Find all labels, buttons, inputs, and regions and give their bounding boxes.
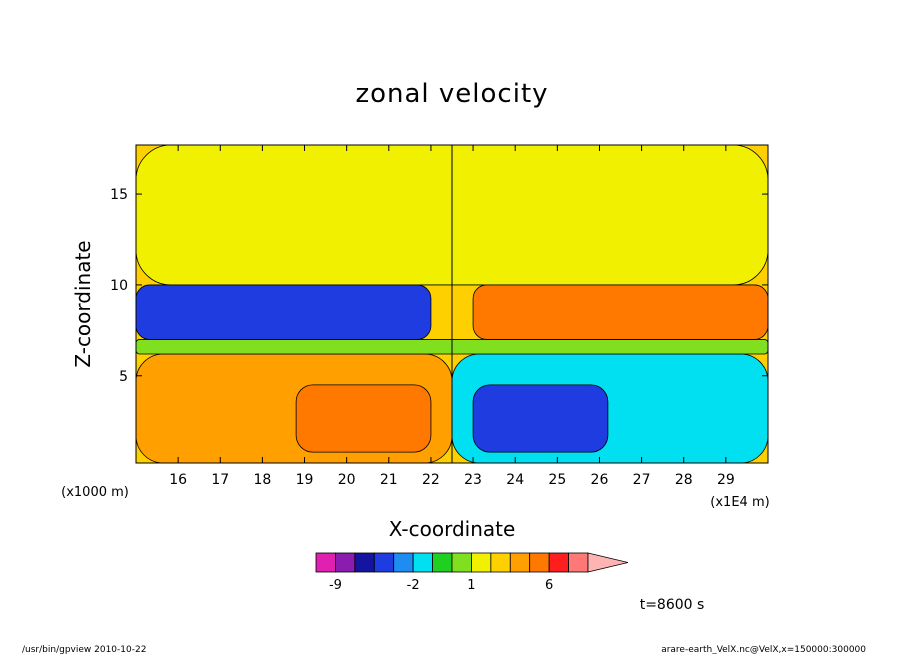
y-axis-label: Z-coordinate xyxy=(71,240,95,367)
colorbar-segment xyxy=(529,552,550,573)
x-tick-label: 22 xyxy=(422,472,440,488)
time-label: t=8600 s xyxy=(640,597,705,613)
x-tick-label: 23 xyxy=(464,472,482,488)
y-tick-label: 5 xyxy=(119,369,128,385)
colorbar-tick-label: 6 xyxy=(545,578,553,593)
colorbar-segment xyxy=(568,552,589,573)
colorbar-ticks: -9 -2 1 6 xyxy=(329,578,553,593)
colorbar-segment xyxy=(451,552,472,573)
y-tick-label: 15 xyxy=(110,187,128,203)
colorbar-tick-label: 1 xyxy=(467,578,475,593)
plot-frame xyxy=(135,144,769,464)
colorbar-tick-label: -2 xyxy=(407,578,420,593)
colorbar-segment xyxy=(509,552,531,573)
chart-title: zonal velocity xyxy=(355,79,548,109)
x-tick-label: 17 xyxy=(211,472,229,488)
contour-region xyxy=(472,384,609,453)
colorbar-segment xyxy=(490,552,511,573)
plot-area xyxy=(136,145,768,463)
x-tick-label: 27 xyxy=(633,472,651,488)
y-tick-label: 10 xyxy=(110,278,128,294)
x-tick-label: 26 xyxy=(591,472,609,488)
x-tick-label: 29 xyxy=(717,472,735,488)
x-unit-label: (x1E4 m) xyxy=(710,495,769,510)
colorbar-segment xyxy=(373,552,395,573)
colorbar-segment xyxy=(412,552,433,573)
contour-fills xyxy=(136,145,768,463)
colorbar-segment xyxy=(393,552,414,573)
footer-left: /usr/bin/gpview 2010-10-22 xyxy=(22,645,146,654)
x-tick-label: 28 xyxy=(675,472,693,488)
x-tick-label: 19 xyxy=(296,472,314,488)
x-axis-ticks: 16 17 18 19 20 21 22 23 24 25 26 27 28 29 xyxy=(169,145,735,488)
contour-region xyxy=(472,284,768,340)
colorbar-segment xyxy=(335,552,356,573)
y-axis-ticks: 5 10 15 xyxy=(110,187,768,385)
x-tick-label: 25 xyxy=(548,472,566,488)
x-tick-label: 21 xyxy=(380,472,398,488)
colorbar-segment xyxy=(315,552,336,573)
colorbar-tick-label: -9 xyxy=(329,578,342,593)
colorbar xyxy=(315,552,629,573)
x-tick-label: 20 xyxy=(338,472,356,488)
colorbar-segment xyxy=(471,552,492,573)
contour-region xyxy=(136,284,432,340)
x-tick-label: 18 xyxy=(253,472,271,488)
x-tick-label: 24 xyxy=(506,472,524,488)
footer-right: arare-earth_VelX.nc@VelX,x=150000:300000 xyxy=(661,645,866,654)
colorbar-segment xyxy=(432,552,453,573)
x-tick-label: 16 xyxy=(169,472,187,488)
contour-region xyxy=(295,384,432,453)
y-unit-label: (x1000 m) xyxy=(61,485,129,500)
colorbar-segment xyxy=(354,552,375,573)
colorbar-segment xyxy=(548,552,569,573)
x-axis-label: X-coordinate xyxy=(389,517,516,541)
colorbar-arrow xyxy=(587,552,629,573)
